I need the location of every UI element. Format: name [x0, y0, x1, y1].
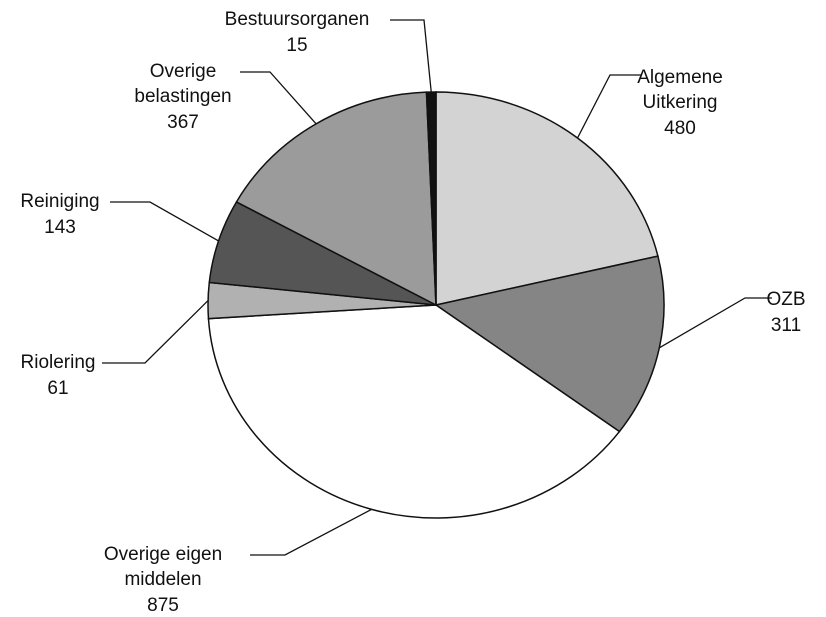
leader-line [240, 71, 317, 125]
slice-label: Bestuursorganen [225, 9, 370, 30]
slice-label: Overige [150, 61, 217, 82]
slice-value: 311 [771, 315, 801, 336]
slice-label: Overige eigen [104, 544, 222, 565]
slice-value: 15 [286, 35, 307, 56]
slice-label: middelen [124, 569, 201, 590]
leader-line [659, 297, 772, 349]
leader-line [102, 300, 209, 364]
slice-value: 61 [47, 378, 68, 399]
pie-slice [235, 91, 437, 307]
slice-label: belastingen [134, 86, 231, 107]
leader-line [390, 19, 432, 93]
leader-line [250, 508, 372, 556]
slice-label: Uitkering [643, 92, 718, 113]
pie-slice [425, 91, 437, 306]
slice-value: 875 [147, 595, 179, 616]
leader-line [110, 201, 219, 242]
slice-label: Reiniging [20, 191, 99, 212]
pie-slice [207, 304, 621, 519]
slice-value: 480 [664, 118, 696, 139]
pie-slice [435, 91, 659, 306]
slice-value: 143 [44, 217, 76, 238]
slice-label: Algemene [637, 67, 723, 88]
slice-label: OZB [766, 289, 805, 310]
slice-value: 367 [167, 112, 199, 133]
leader-line [576, 74, 642, 139]
slice-label: Riolering [21, 352, 96, 373]
